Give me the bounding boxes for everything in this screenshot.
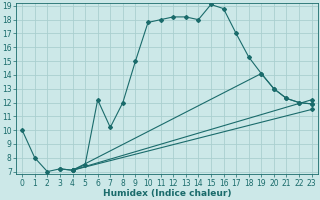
X-axis label: Humidex (Indice chaleur): Humidex (Indice chaleur) [103,189,231,198]
